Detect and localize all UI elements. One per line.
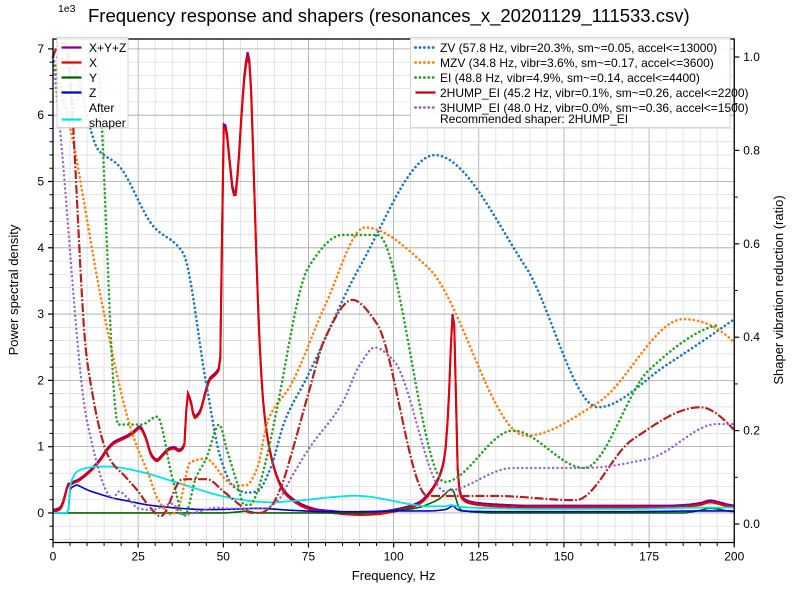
svg-text:5: 5 bbox=[37, 175, 44, 189]
svg-text:0: 0 bbox=[37, 506, 44, 520]
svg-text:6: 6 bbox=[37, 108, 44, 122]
svg-text:Z: Z bbox=[89, 86, 96, 100]
svg-text:1: 1 bbox=[37, 440, 44, 454]
svg-text:175: 175 bbox=[639, 550, 659, 564]
svg-text:X+Y+Z: X+Y+Z bbox=[89, 41, 126, 55]
svg-text:ZV (57.8 Hz, vibr=20.3%, sm~=0: ZV (57.8 Hz, vibr=20.3%, sm~=0.05, accel… bbox=[440, 41, 717, 55]
svg-text:50: 50 bbox=[217, 550, 231, 564]
svg-text:Recommended shaper: 2HUMP_EI: Recommended shaper: 2HUMP_EI bbox=[440, 112, 628, 126]
svg-text:125: 125 bbox=[469, 550, 489, 564]
svg-text:Power spectral density: Power spectral density bbox=[6, 224, 21, 355]
svg-text:0.0: 0.0 bbox=[743, 517, 760, 531]
svg-text:3: 3 bbox=[37, 307, 44, 321]
svg-text:7: 7 bbox=[37, 42, 44, 56]
svg-text:Frequency response and shapers: Frequency response and shapers (resonanc… bbox=[88, 5, 690, 27]
svg-text:X: X bbox=[89, 56, 97, 70]
svg-text:MZV (34.8 Hz, vibr=3.6%, sm~=0: MZV (34.8 Hz, vibr=3.6%, sm~=0.17, accel… bbox=[440, 56, 714, 70]
svg-text:0.2: 0.2 bbox=[743, 424, 760, 438]
svg-text:1e3: 1e3 bbox=[58, 3, 76, 15]
svg-text:After: After bbox=[89, 101, 114, 115]
svg-text:200: 200 bbox=[724, 550, 744, 564]
svg-text:2HUMP_EI (45.2 Hz, vibr=0.1%,: 2HUMP_EI (45.2 Hz, vibr=0.1%, sm~=0.26, … bbox=[440, 86, 749, 100]
svg-text:1.0: 1.0 bbox=[743, 50, 760, 64]
svg-text:2: 2 bbox=[37, 373, 44, 387]
svg-text:0.4: 0.4 bbox=[743, 330, 760, 344]
svg-text:150: 150 bbox=[554, 550, 574, 564]
svg-text:25: 25 bbox=[131, 550, 145, 564]
svg-text:Frequency, Hz: Frequency, Hz bbox=[352, 568, 436, 583]
svg-text:0.6: 0.6 bbox=[743, 237, 760, 251]
svg-text:Y: Y bbox=[89, 71, 97, 85]
svg-text:75: 75 bbox=[302, 550, 316, 564]
svg-text:4: 4 bbox=[37, 241, 44, 255]
svg-text:0: 0 bbox=[50, 550, 57, 564]
svg-text:100: 100 bbox=[384, 550, 404, 564]
svg-text:Shaper vibration reduction (ra: Shaper vibration reduction (ratio) bbox=[771, 195, 786, 384]
svg-text:0.8: 0.8 bbox=[743, 143, 760, 157]
svg-text:EI (48.8 Hz, vibr=4.9%, sm~=0.: EI (48.8 Hz, vibr=4.9%, sm~=0.14, accel<… bbox=[440, 71, 700, 85]
svg-text:shaper: shaper bbox=[89, 116, 126, 130]
